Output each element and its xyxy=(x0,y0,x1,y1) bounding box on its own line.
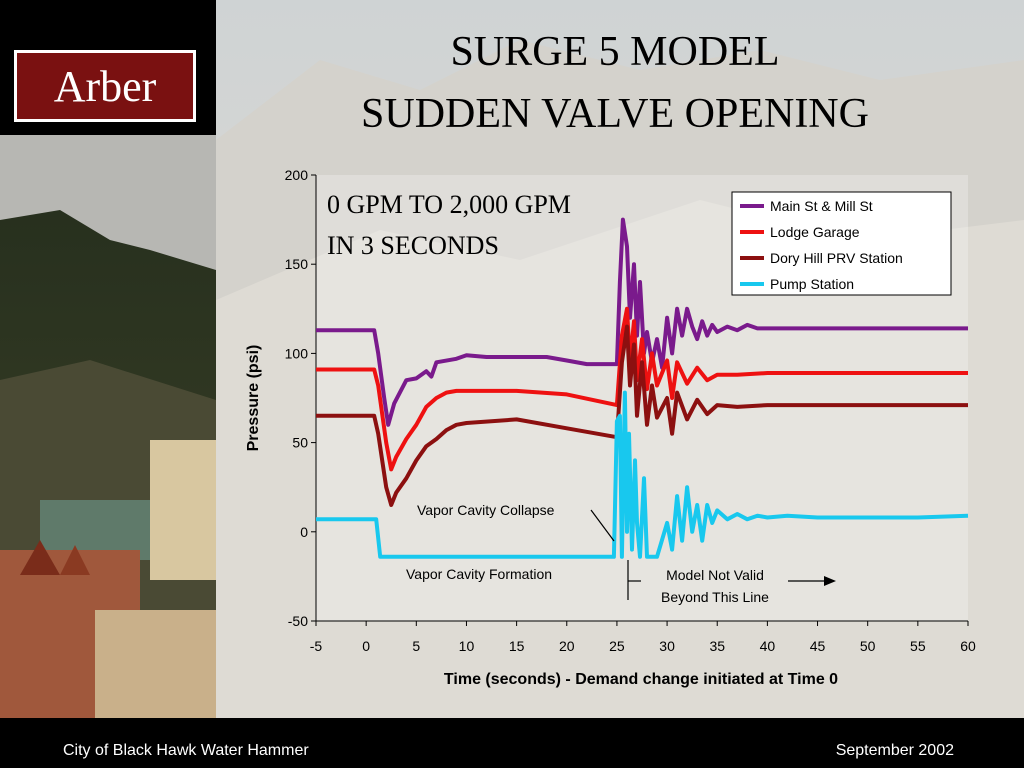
y-tick-label: 0 xyxy=(300,524,308,540)
arrow-head-icon xyxy=(824,576,836,586)
series-line-main-st-mill-st xyxy=(316,217,968,427)
logo: Arber xyxy=(14,50,196,122)
x-tick-label: 10 xyxy=(459,638,475,654)
y-axis-title: Pressure (psi) xyxy=(245,345,262,452)
legend-label: Pump Station xyxy=(770,276,854,292)
x-tick-label: 55 xyxy=(910,638,926,654)
slide-title-line2: SUDDEN VALVE OPENING xyxy=(361,91,869,137)
legend-box xyxy=(731,191,952,296)
x-axis-title: Time (seconds) - Demand change initiated… xyxy=(444,671,838,688)
series-lines xyxy=(316,217,969,559)
model-not-valid-label-line1: Model Not Valid xyxy=(666,567,764,583)
x-tick-label: -5 xyxy=(310,638,323,654)
y-ticks: 200 150 100 50 0 -50 xyxy=(285,167,316,629)
legend: Main St & Mill St Lodge Garage Dory Hill P… xyxy=(731,191,952,296)
legend-label: Main St & Mill St xyxy=(770,198,873,214)
x-ticks: -5 0 5 10 15 20 25 30 35 40 45 50 55 60 xyxy=(310,621,976,654)
slide-title-line1: SURGE 5 MODEL xyxy=(450,29,780,75)
logo-text: Arber xyxy=(17,53,193,119)
x-tick-label: 25 xyxy=(609,638,625,654)
x-tick-label: 15 xyxy=(509,638,525,654)
vapor-formation-label: Vapor Cavity Formation xyxy=(406,566,552,582)
legend-label: Lodge Garage xyxy=(770,224,860,240)
vapor-collapse-label: Vapor Cavity Collapse xyxy=(417,502,555,518)
x-tick-label: 35 xyxy=(709,638,725,654)
inset-label-line2: IN 3 SECONDS xyxy=(327,231,499,260)
series-line-pump-station xyxy=(316,390,969,559)
y-tick-label: 200 xyxy=(285,167,309,183)
series-line-lodge-garage xyxy=(316,306,968,472)
x-tick-label: 30 xyxy=(659,638,675,654)
series-line-dory-hill-prv-station xyxy=(316,324,968,507)
x-tick-label: 0 xyxy=(362,638,370,654)
model-not-valid-label-line2: Beyond This Line xyxy=(661,589,769,605)
x-tick-label: 45 xyxy=(810,638,826,654)
inset-label-line1: 0 GPM TO 2,000 GPM xyxy=(327,190,571,219)
y-tick-label: 150 xyxy=(285,256,309,272)
footer-bar: City of Black Hawk Water Hammer Septembe… xyxy=(0,718,1024,768)
x-tick-label: 40 xyxy=(760,638,776,654)
footer-right-text: September 2002 xyxy=(835,742,954,759)
x-tick-label: 5 xyxy=(412,638,420,654)
legend-label: Dory Hill PRV Station xyxy=(770,250,903,266)
footer-left-text: City of Black Hawk Water Hammer xyxy=(63,742,309,759)
y-tick-label: 50 xyxy=(292,435,308,451)
x-tick-label: 60 xyxy=(960,638,976,654)
vapor-collapse-pointer xyxy=(590,509,615,542)
y-tick-label: -50 xyxy=(288,613,308,629)
logo-panel: Arber xyxy=(0,0,216,135)
y-tick-label: 100 xyxy=(285,345,309,361)
x-tick-label: 20 xyxy=(559,638,575,654)
x-tick-label: 50 xyxy=(860,638,876,654)
